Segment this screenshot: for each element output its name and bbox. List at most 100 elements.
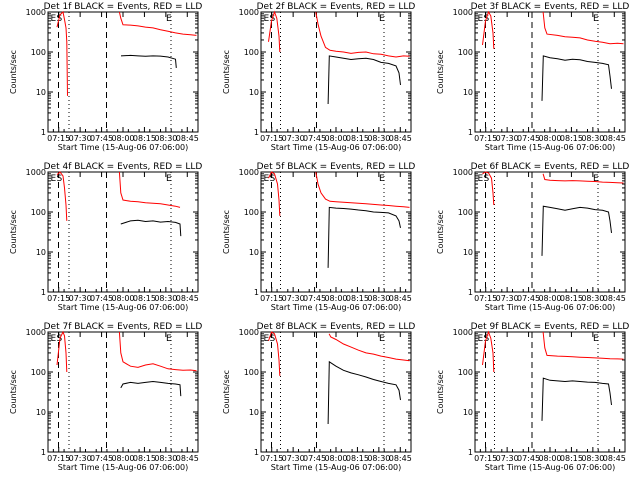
events-series-line bbox=[541, 55, 612, 101]
x-tick-label: 08:15 bbox=[133, 454, 156, 463]
plot-frame bbox=[474, 171, 626, 293]
x-tick-label: 08:30 bbox=[581, 134, 604, 143]
x-tick-label: 08:15 bbox=[346, 134, 369, 143]
y-tick-label: 100 bbox=[244, 368, 259, 377]
x-tick-label: 08:45 bbox=[603, 454, 626, 463]
x-tick-label: 08:15 bbox=[560, 294, 583, 303]
panel: Det 4f BLACK = Events, RED = LLD 1 10 100 10… bbox=[9, 162, 202, 312]
y-tick-label: 10 bbox=[463, 88, 473, 97]
y-tick-label: 10 bbox=[249, 88, 259, 97]
x-tick-label: 08:00 bbox=[324, 454, 347, 463]
lld-series-line bbox=[268, 331, 281, 376]
x-axis-label: Start Time (15-Aug-06 07:06:00) bbox=[485, 303, 616, 312]
event-marker-label: E bbox=[166, 334, 172, 344]
event-marker-label: S bbox=[484, 174, 490, 184]
y-axis-label: Counts/sec bbox=[222, 210, 231, 254]
lld-series-line bbox=[482, 171, 495, 206]
panel-title: Det 9f BLACK = Events, RED = LLD bbox=[471, 322, 630, 332]
x-tick-label: 07:45 bbox=[303, 454, 326, 463]
panel-title: Det 4f BLACK = Events, RED = LLD bbox=[44, 162, 203, 172]
event-marker-label: E bbox=[478, 334, 484, 344]
event-marker-label: E bbox=[379, 174, 385, 184]
y-tick-label: 100 bbox=[458, 208, 473, 217]
event-marker-label: E bbox=[51, 334, 57, 344]
x-tick-label: 07:30 bbox=[69, 294, 92, 303]
events-series-line bbox=[120, 380, 182, 397]
x-axis-label: Start Time (15-Aug-06 07:06:00) bbox=[271, 143, 402, 152]
event-marker-label: E bbox=[264, 14, 270, 24]
x-tick-label: 08:45 bbox=[389, 294, 412, 303]
lld-series-line bbox=[56, 171, 68, 221]
panel: Det 1f BLACK = Events, RED = LLD 1 10 100 10… bbox=[9, 2, 202, 152]
x-tick-label: 08:00 bbox=[538, 294, 561, 303]
x-tick-label: 08:00 bbox=[111, 454, 134, 463]
y-tick-label: 1 bbox=[41, 288, 46, 297]
event-marker-label: S bbox=[57, 14, 63, 24]
x-tick-label: 08:15 bbox=[346, 454, 369, 463]
x-axis-label: Start Time (15-Aug-06 07:06:00) bbox=[485, 143, 616, 152]
x-tick-label: 07:15 bbox=[260, 294, 283, 303]
plot-frame bbox=[474, 11, 626, 133]
y-tick-label: 1000 bbox=[453, 168, 473, 177]
lld-series-line bbox=[56, 330, 68, 373]
x-tick-label: 08:30 bbox=[154, 454, 177, 463]
x-tick-label: 08:00 bbox=[538, 134, 561, 143]
x-tick-label: 07:30 bbox=[496, 454, 519, 463]
lld-series-line bbox=[268, 10, 281, 53]
plot-frame bbox=[474, 331, 626, 453]
lld-series-line bbox=[542, 173, 624, 184]
y-tick-label: 100 bbox=[31, 208, 46, 217]
y-tick-label: 100 bbox=[458, 368, 473, 377]
x-tick-label: 07:15 bbox=[260, 134, 283, 143]
lld-series-line bbox=[268, 171, 281, 216]
panel-title: Det 1f BLACK = Events, RED = LLD bbox=[44, 2, 203, 12]
lld-series-line bbox=[482, 330, 495, 373]
x-tick-label: 08:45 bbox=[176, 134, 199, 143]
y-axis-label: Counts/sec bbox=[222, 370, 231, 414]
y-tick-label: 1 bbox=[254, 288, 259, 297]
panel: Det 9f BLACK = Events, RED = LLD 1 10 100 10… bbox=[436, 322, 629, 472]
x-tick-label: 07:15 bbox=[474, 454, 497, 463]
x-tick-label: 08:00 bbox=[324, 134, 347, 143]
panel: Det 7f BLACK = Events, RED = LLD 1 10 100 10… bbox=[9, 322, 202, 472]
x-tick-label: 08:00 bbox=[111, 134, 134, 143]
y-axis-label: Counts/sec bbox=[436, 210, 445, 254]
x-tick-label: 07:30 bbox=[496, 294, 519, 303]
lld-series-line bbox=[118, 171, 181, 208]
x-tick-label: 08:00 bbox=[538, 454, 561, 463]
x-tick-label: 07:45 bbox=[90, 454, 113, 463]
y-tick-label: 1000 bbox=[239, 328, 259, 337]
x-tick-label: 07:45 bbox=[517, 454, 540, 463]
lld-series-line bbox=[542, 331, 624, 360]
lld-series-line bbox=[118, 11, 197, 36]
plot-frame bbox=[47, 171, 199, 293]
x-tick-label: 08:45 bbox=[389, 454, 412, 463]
x-tick-label: 08:15 bbox=[346, 294, 369, 303]
y-tick-label: 10 bbox=[249, 248, 259, 257]
y-axis-label: Counts/sec bbox=[222, 50, 231, 94]
x-tick-label: 08:30 bbox=[367, 134, 390, 143]
event-marker-label: E bbox=[478, 14, 484, 24]
x-tick-label: 08:15 bbox=[560, 134, 583, 143]
y-tick-label: 1000 bbox=[26, 168, 46, 177]
x-tick-label: 07:45 bbox=[517, 134, 540, 143]
events-series-line bbox=[120, 54, 177, 68]
x-tick-label: 08:15 bbox=[133, 134, 156, 143]
y-tick-label: 1 bbox=[41, 128, 46, 137]
y-axis-label: Counts/sec bbox=[436, 370, 445, 414]
x-tick-label: 08:45 bbox=[603, 134, 626, 143]
lld-series-line bbox=[315, 11, 410, 58]
y-tick-label: 1000 bbox=[239, 168, 259, 177]
lld-series-line bbox=[542, 11, 624, 45]
panel-title: Det 7f BLACK = Events, RED = LLD bbox=[44, 322, 203, 332]
y-tick-label: 1000 bbox=[26, 328, 46, 337]
y-tick-label: 1000 bbox=[453, 328, 473, 337]
plot-frame bbox=[260, 11, 412, 133]
lld-series-line bbox=[118, 331, 197, 372]
y-tick-label: 10 bbox=[463, 248, 473, 257]
panel-title: Det 5f BLACK = Events, RED = LLD bbox=[257, 162, 416, 172]
event-marker-label: E bbox=[166, 174, 172, 184]
lld-series-line bbox=[315, 171, 410, 208]
y-tick-label: 1 bbox=[254, 448, 259, 457]
event-marker-label: E bbox=[264, 334, 270, 344]
